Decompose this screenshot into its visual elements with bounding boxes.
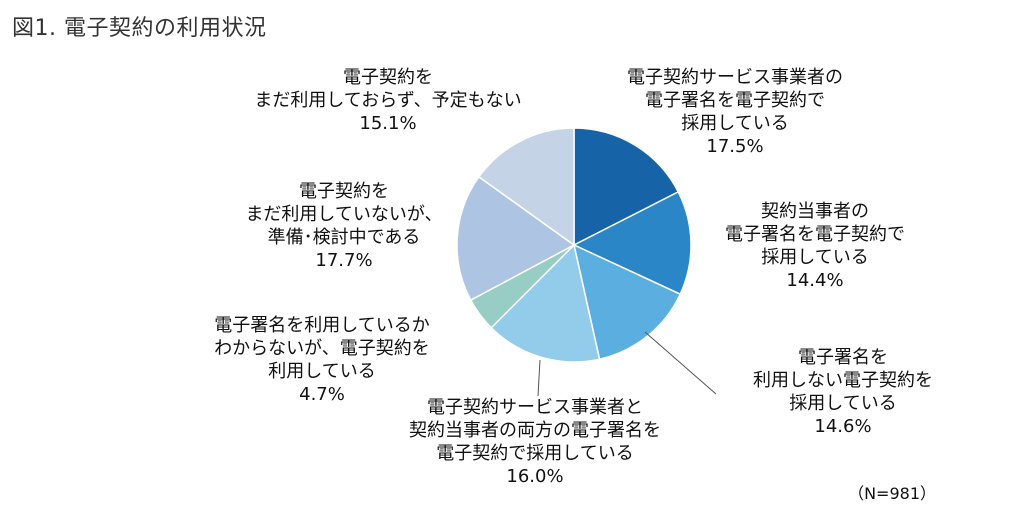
slice-label-line: 電子署名を: [798, 347, 888, 368]
slice-value-label: 15.1%: [359, 113, 417, 134]
slice-label-7: 電子契約を まだ利用しておらず、予定もない 15.1%: [218, 66, 558, 135]
leader-line-3: [644, 331, 717, 395]
slice-label-1: 電子契約サービス事業者の 電子署名を電子契約で 採用している 17.5%: [590, 66, 880, 158]
slice-label-line: 電子契約サービス事業者の: [627, 67, 843, 88]
sample-size-note: （N=981）: [848, 484, 936, 503]
slice-label-line: 電子署名を電子契約で: [725, 224, 905, 245]
slice-label-line: 利用している: [268, 361, 376, 382]
slice-label-line: わからないが、電子契約を: [214, 338, 430, 359]
slice-label-line: 電子署名を電子契約で: [645, 90, 825, 111]
slice-label-2: 契約当事者の 電子署名を電子契約で 採用している 14.4%: [690, 200, 940, 292]
pie-slice-2: [572, 190, 692, 296]
slice-label-line: 電子契約を: [299, 181, 389, 202]
pie-slice-7: [477, 127, 575, 247]
slice-label-line: 契約当事者の: [761, 201, 869, 222]
slice-label-line: 電子契約で採用している: [436, 443, 634, 464]
slice-label-line: まだ利用しておらず、予定もない: [254, 90, 522, 111]
slice-label-line: 採用している: [789, 393, 897, 414]
leader-line-4: [537, 359, 541, 397]
slice-value-label: 4.7%: [299, 384, 345, 405]
slice-label-line: 契約当事者の両方の電子署名を: [409, 420, 661, 441]
pie-slice-4: [490, 243, 601, 363]
slice-value-label: 14.6%: [814, 416, 872, 437]
slice-label-line: 電子契約サービス事業者と: [427, 397, 643, 418]
slice-label-line: 準備･検討中である: [267, 227, 421, 248]
slice-label-line: 電子署名を利用しているか: [214, 315, 430, 336]
slice-label-line: 利用しない電子契約を: [753, 370, 933, 391]
slice-value-label: 17.5%: [706, 136, 764, 157]
slice-label-5: 電子署名を利用しているか わからないが、電子契約を 利用している 4.7%: [182, 314, 462, 406]
pie-slice-1: [573, 127, 680, 247]
slice-label-4: 電子契約サービス事業者と 契約当事者の両方の電子署名を 電子契約で採用している 16.…: [370, 396, 700, 488]
chart-title: 図1. 電子契約の利用状況: [12, 16, 267, 41]
slice-label-line: まだ利用していないが、: [245, 204, 443, 225]
slice-label-line: 電子契約を: [343, 67, 433, 88]
pie-slice-6: [456, 175, 576, 302]
slice-label-3: 電子署名を 利用しない電子契約を 採用している 14.6%: [718, 346, 968, 438]
slice-label-6: 電子契約を まだ利用していないが、 準備･検討中である 17.7%: [214, 180, 474, 272]
slice-label-line: 採用している: [761, 247, 869, 268]
slice-label-line: 採用している: [681, 113, 789, 134]
slice-value-label: 17.7%: [315, 250, 373, 271]
slice-value-label: 14.4%: [786, 270, 844, 291]
slice-value-label: 16.0%: [506, 466, 564, 487]
pie-slice-3: [572, 243, 682, 361]
